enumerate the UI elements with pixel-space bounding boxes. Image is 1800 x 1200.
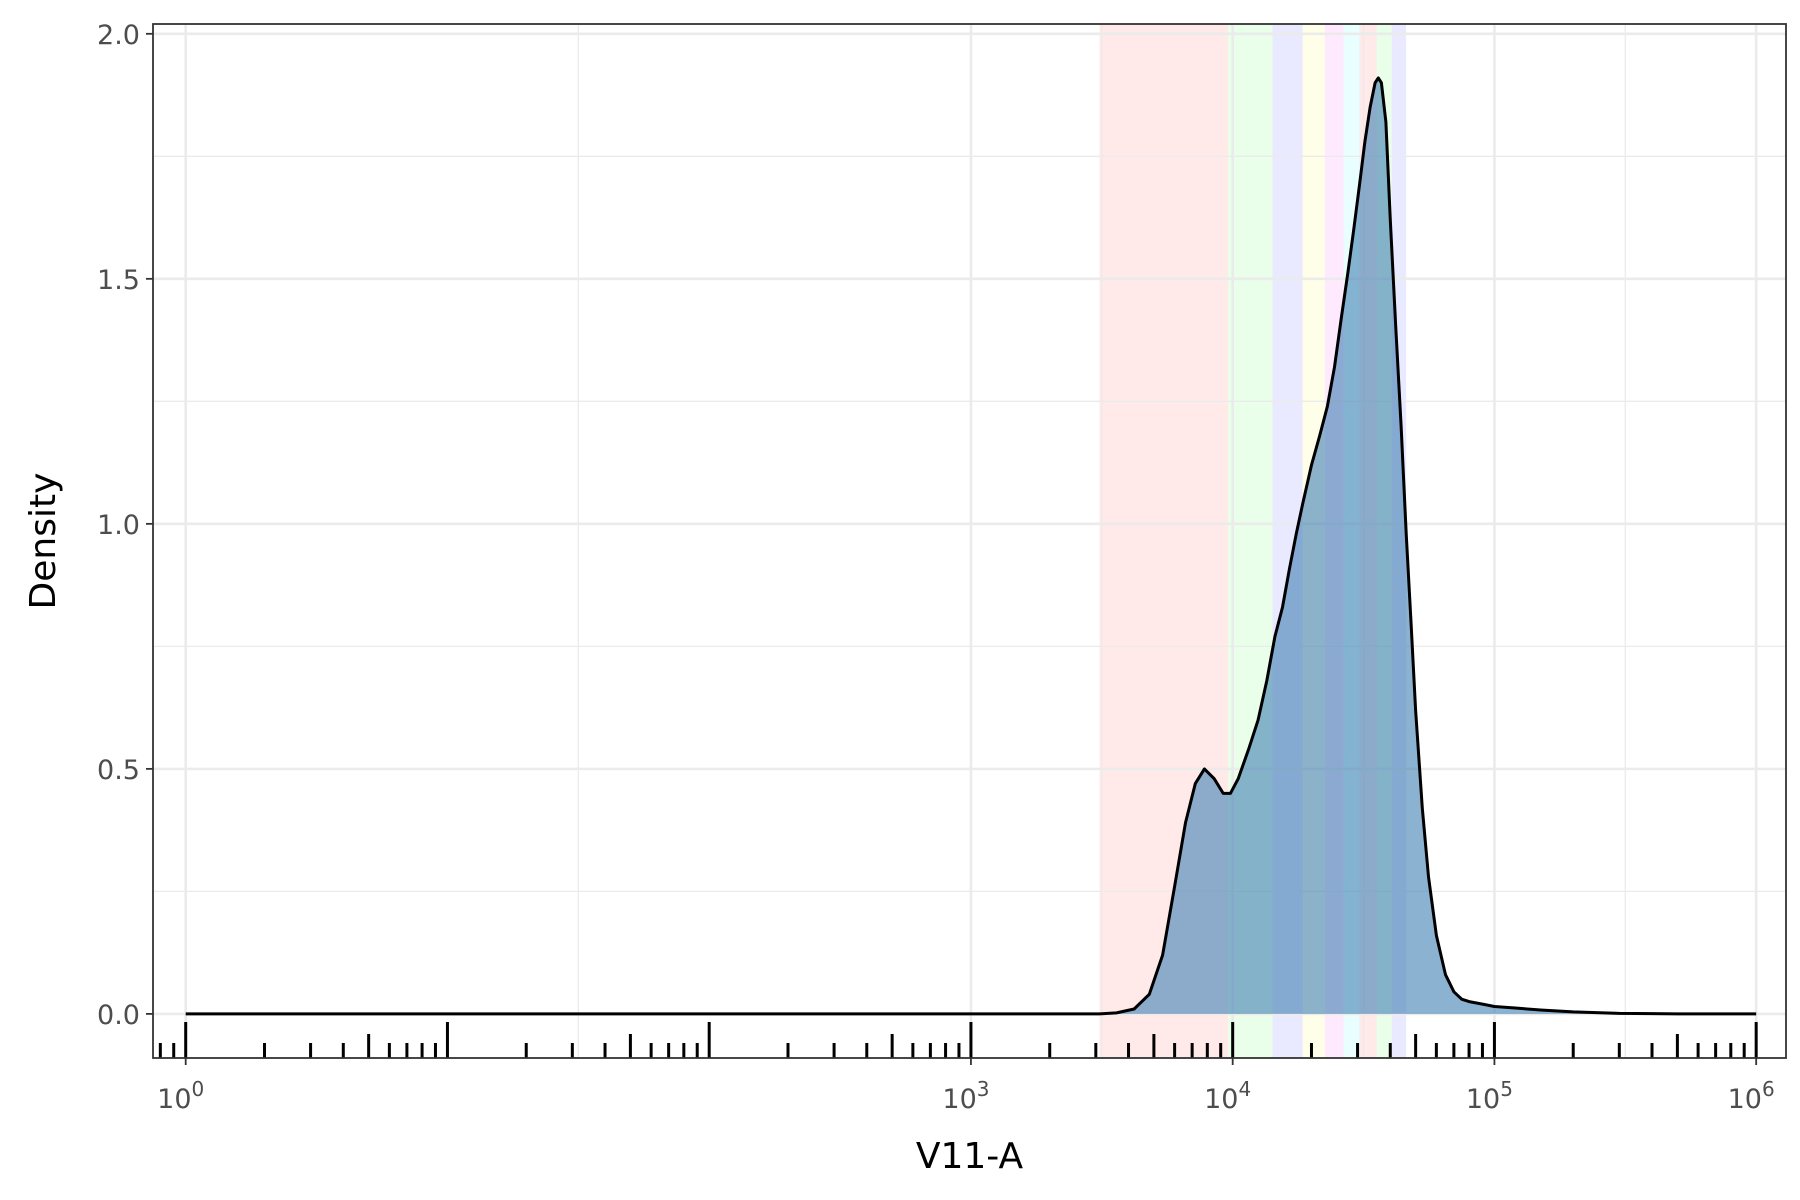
x-axis: 100 103 104 105 106 — [157, 1058, 1775, 1115]
x-axis-title: V11-A — [916, 1136, 1024, 1177]
y-tick-label: 0.0 — [97, 1000, 140, 1031]
y-axis: 0.0 0.5 1.0 1.5 2.0 — [97, 20, 153, 1031]
density-line — [185, 76, 1757, 1016]
x-tick-label: 104 — [1204, 1077, 1251, 1115]
rug-ticks — [158, 1022, 1758, 1058]
y-tick-label: 0.5 — [97, 755, 140, 786]
y-tick-label: 2.0 — [97, 20, 140, 51]
panel-border — [152, 23, 1787, 1059]
plot-panel — [152, 23, 1787, 1059]
y-tick-label: 1.5 — [97, 265, 140, 296]
x-tick-label: 105 — [1466, 1077, 1513, 1115]
y-tick-label: 1.0 — [97, 510, 140, 541]
x-tick-label: 103 — [942, 1077, 989, 1115]
x-tick-label: 106 — [1728, 1077, 1775, 1115]
panel-background — [153, 24, 1786, 1058]
y-axis-title: Density — [23, 473, 64, 610]
density-fill — [185, 77, 1757, 1014]
density-layer — [185, 76, 1757, 1016]
x-tick-label: 100 — [157, 1077, 204, 1115]
